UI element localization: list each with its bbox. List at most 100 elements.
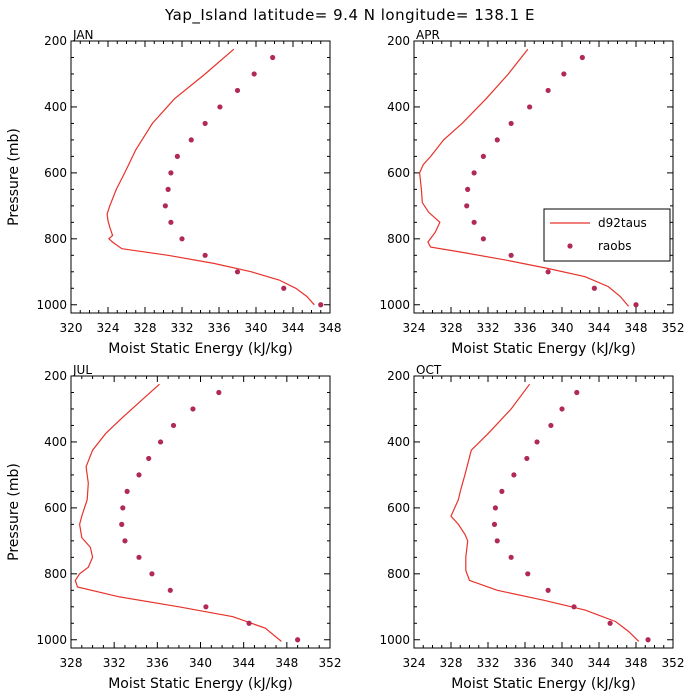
data-point-raobs	[494, 538, 500, 544]
x-tick-label: 328	[440, 321, 463, 335]
x-tick-label: 328	[60, 656, 83, 670]
data-point-raobs	[579, 54, 585, 61]
data-point-raobs	[295, 637, 301, 643]
panel-jan: 320 324 328 332 336 340 344 348 200 400 600 800 1000…	[6, 28, 341, 357]
data-point-raobs	[548, 422, 554, 429]
data-point-raobs	[203, 604, 209, 610]
data-point-raobs	[471, 219, 477, 225]
x-tick-label: 352	[319, 656, 342, 670]
data-point-raobs	[246, 620, 252, 626]
data-point-raobs	[492, 505, 498, 511]
y-tick-label: 1000	[379, 633, 410, 647]
data-point-raobs	[465, 186, 471, 192]
data-point-raobs	[318, 302, 324, 308]
data-point-raobs	[216, 389, 222, 396]
y-tick-label: 400	[44, 100, 67, 114]
y-tick-label: 800	[44, 232, 67, 246]
x-tick-label: 332	[103, 656, 126, 670]
panel-month-label: OCT	[416, 363, 442, 377]
data-point-raobs	[174, 153, 180, 159]
data-point-raobs	[545, 587, 551, 593]
x-tick-label: 332	[477, 321, 500, 335]
y-tick-label: 200	[387, 34, 410, 48]
data-point-raobs	[545, 87, 551, 94]
data-point-raobs	[571, 604, 577, 610]
x-tick-label: 348	[319, 321, 342, 335]
y-tick-label: 800	[387, 232, 410, 246]
chart-title: Yap_Island latitude= 9.4 N longitude= 13…	[164, 6, 535, 25]
x-tick-label: 332	[477, 656, 500, 670]
y-tick-label: 800	[387, 567, 410, 581]
x-tick-label: 340	[189, 656, 212, 670]
x-tick-label: 336	[514, 656, 537, 670]
data-point-raobs	[217, 104, 223, 110]
legend-line-label: d92taus	[598, 216, 647, 230]
data-point-raobs	[574, 389, 580, 396]
data-point-raobs	[168, 170, 174, 176]
y-tick-label: 600	[387, 501, 410, 515]
panel-frame	[70, 375, 331, 649]
data-point-raobs	[270, 54, 276, 61]
y-tick-label: 400	[387, 435, 410, 449]
x-tick-label: 328	[134, 321, 157, 335]
legend-dot-swatch	[567, 243, 573, 249]
data-point-raobs	[494, 137, 500, 143]
x-tick-label: 344	[232, 656, 255, 670]
data-point-raobs	[146, 455, 152, 462]
legend-box	[543, 208, 671, 262]
data-point-raobs	[165, 186, 171, 192]
x-tick-label: 328	[440, 656, 463, 670]
y-tick-label: 600	[44, 501, 67, 515]
x-tick-label: 336	[146, 656, 169, 670]
data-point-raobs	[122, 538, 128, 544]
x-axis-label: Moist Static Energy (kJ/kg)	[451, 676, 636, 692]
x-tick-label: 344	[588, 656, 611, 670]
panel-frame	[70, 40, 331, 314]
data-point-raobs	[136, 472, 142, 478]
x-axis-label: Moist Static Energy (kJ/kg)	[108, 341, 293, 357]
data-point-raobs	[202, 120, 208, 127]
data-point-raobs	[190, 406, 196, 412]
data-point-raobs	[607, 620, 613, 626]
x-tick-label: 332	[171, 321, 194, 335]
data-point-raobs	[119, 521, 125, 527]
data-point-raobs	[120, 505, 126, 511]
y-tick-label: 400	[387, 100, 410, 114]
data-point-raobs	[545, 269, 551, 275]
data-point-raobs	[591, 285, 597, 291]
x-tick-label: 340	[551, 656, 574, 670]
data-point-raobs	[168, 219, 174, 225]
x-tick-label: 340	[551, 321, 574, 335]
x-tick-label: 340	[245, 321, 268, 335]
x-tick-label: 324	[403, 321, 426, 335]
data-point-raobs	[234, 87, 241, 94]
x-tick-label: 320	[60, 321, 83, 335]
y-tick-label: 1000	[379, 298, 410, 312]
y-tick-label: 800	[44, 567, 67, 581]
x-tick-label: 344	[588, 321, 611, 335]
data-point-raobs	[157, 439, 164, 445]
series-line-d92taus	[106, 48, 315, 306]
y-axis-label: Pressure (mb)	[6, 128, 22, 226]
data-point-raobs	[162, 203, 168, 209]
y-tick-label: 600	[387, 166, 410, 180]
data-point-raobs	[179, 236, 185, 242]
data-point-raobs	[645, 637, 651, 643]
x-tick-label: 344	[282, 321, 305, 335]
data-point-raobs	[136, 554, 142, 560]
series-line-d92taus	[418, 48, 630, 307]
data-point-raobs	[527, 104, 533, 110]
series-line-d92taus	[450, 383, 640, 642]
data-point-raobs	[534, 439, 540, 445]
data-point-raobs	[561, 71, 567, 77]
data-point-raobs	[124, 488, 130, 494]
data-point-raobs	[499, 488, 505, 494]
y-tick-label: 400	[44, 435, 67, 449]
data-point-raobs	[491, 521, 498, 527]
x-tick-label: 336	[514, 321, 537, 335]
panel-month-label: JUL	[72, 363, 92, 377]
data-point-raobs	[188, 137, 194, 143]
data-point-raobs	[149, 571, 155, 577]
data-point-raobs	[508, 554, 514, 560]
